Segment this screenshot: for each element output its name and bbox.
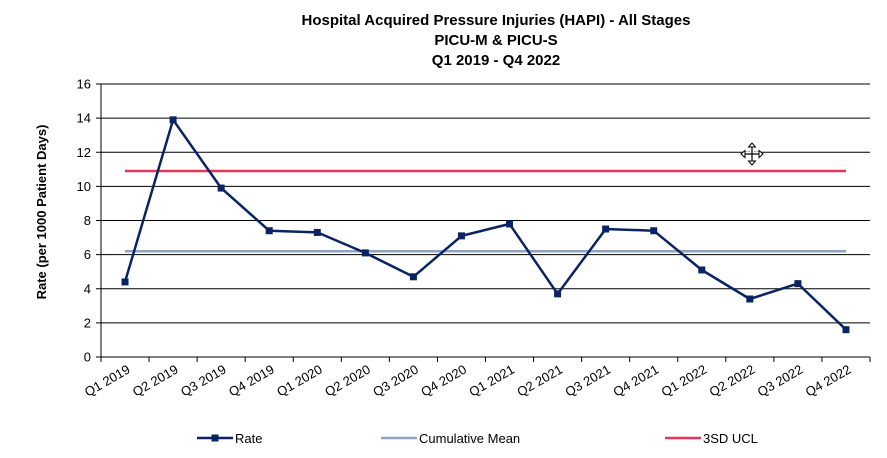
data-point (506, 220, 514, 228)
x-tick-label: Q4 2021 (611, 362, 662, 400)
x-tick-label: Q1 2019 (82, 362, 133, 400)
title-line: Hospital Acquired Pressure Injuries (HAP… (302, 12, 691, 29)
data-point (457, 232, 465, 240)
data-point (265, 227, 273, 235)
y-axis-label: Rate (per 1000 Patient Days) (34, 125, 49, 300)
data-point (602, 225, 610, 233)
x-tick-label: Q3 2022 (755, 362, 806, 400)
x-tick-label: Q4 2020 (418, 362, 469, 400)
x-tick-label: Q4 2022 (803, 362, 854, 400)
data-point (698, 266, 706, 274)
x-tick-label: Q2 2019 (130, 362, 181, 400)
y-tick-label: 10 (77, 179, 91, 194)
x-tick-label: Q3 2021 (562, 362, 613, 400)
data-point (650, 227, 658, 235)
x-tick-label: Q3 2019 (178, 362, 229, 400)
x-tick-label: Q4 2019 (226, 362, 277, 400)
data-point (361, 249, 369, 257)
y-tick-label: 8 (84, 213, 91, 228)
data-point (313, 228, 321, 236)
title-line: Q1 2019 - Q4 2022 (432, 52, 560, 69)
data-point (121, 278, 129, 286)
y-tick-label: 16 (77, 77, 91, 92)
series-line-rate (123, 118, 847, 331)
data-point (217, 184, 225, 192)
y-tick-label: 2 (84, 315, 91, 330)
data-point (746, 295, 754, 303)
y-tick-label: 12 (77, 145, 91, 160)
x-tick-label: Q2 2022 (707, 362, 758, 400)
x-tick-label: Q1 2022 (659, 362, 710, 400)
title-line: PICU-M & PICU-S (434, 32, 557, 49)
legend-label-rate: Rate (235, 431, 262, 446)
y-tick-label: 4 (84, 281, 91, 296)
x-tick-label: Q1 2020 (274, 362, 325, 400)
y-tick-label: 14 (77, 111, 91, 126)
chart-title: Hospital Acquired Pressure Injuries (HAP… (302, 12, 691, 69)
data-point (554, 290, 562, 298)
y-tick-label: 0 (84, 350, 91, 365)
x-tick-label: Q3 2020 (370, 362, 421, 400)
data-point (169, 116, 177, 124)
data-point (409, 273, 417, 281)
legend-label-cumulative-mean: Cumulative Mean (419, 431, 520, 446)
legend-marker (211, 434, 219, 442)
y-tick-labels: 0 2 4 6 8 10 12 14 16 (77, 77, 91, 365)
data-point (794, 280, 802, 288)
gridlines (96, 83, 870, 358)
x-tick-label: Q2 2020 (322, 362, 373, 400)
data-point (842, 326, 850, 334)
y-tick-label: 6 (84, 247, 91, 262)
legend: Rate Cumulative Mean 3SD UCL (197, 431, 758, 446)
move-cursor-icon (740, 142, 764, 166)
x-tick-label: Q1 2021 (466, 362, 517, 400)
x-tick-label: Q2 2021 (514, 362, 565, 400)
series (121, 116, 850, 334)
legend-label-3sd-ucl: 3SD UCL (703, 431, 758, 446)
